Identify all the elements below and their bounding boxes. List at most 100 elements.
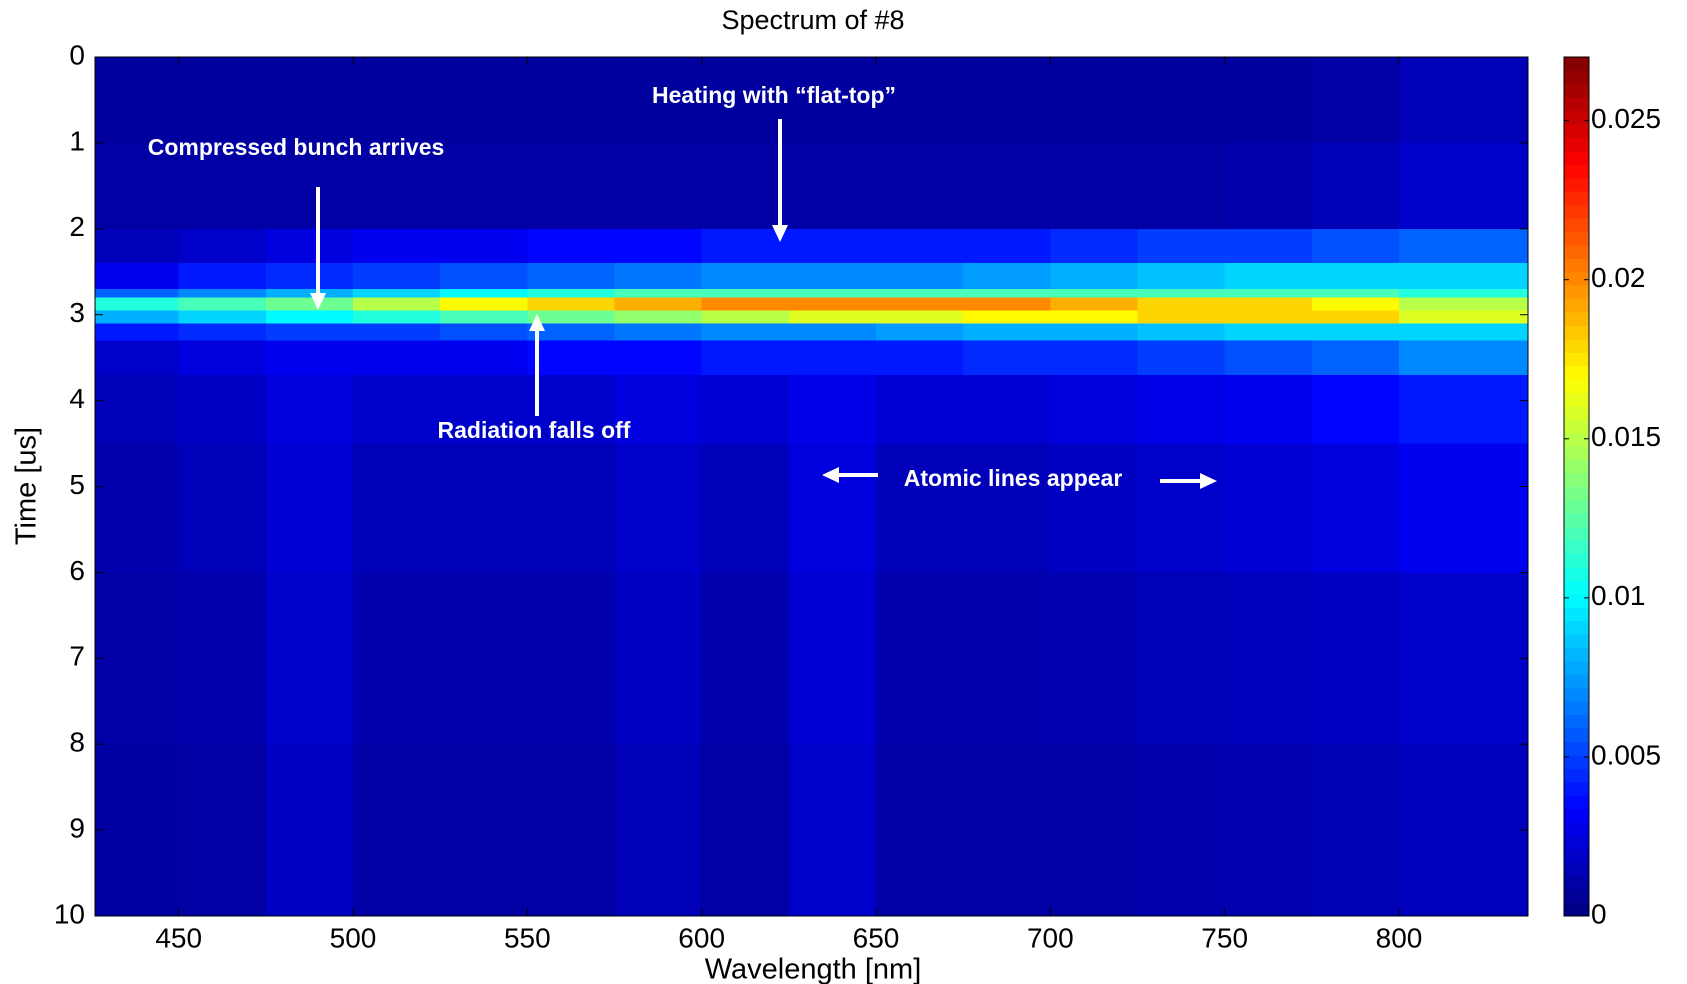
heatmap-cell	[527, 142, 616, 230]
y-tick-label: 0	[69, 39, 85, 70]
annotation: Compressed bunch arrives	[148, 134, 445, 160]
heatmap-cell	[701, 288, 790, 299]
heatmap-cell	[614, 443, 703, 573]
x-axis-label: Wavelength [nm]	[705, 954, 922, 984]
heatmap-cell	[876, 142, 964, 230]
heatmap-cell	[440, 263, 528, 290]
heatmap-cell	[440, 374, 528, 445]
heatmap-cell	[178, 443, 267, 573]
heatmap-cell	[1311, 288, 1400, 299]
heatmap-cell	[1224, 263, 1313, 290]
heatmap-cell	[614, 323, 703, 341]
colorbar-swatch	[1564, 486, 1589, 501]
colorbar-swatch	[1564, 714, 1589, 729]
heatmap-cell	[265, 142, 354, 230]
heatmap-cell	[527, 744, 616, 917]
colorbar-swatch	[1564, 70, 1589, 85]
heatmap-cell	[876, 288, 964, 299]
heatmap-cell	[440, 297, 528, 311]
heatmap-cell	[1224, 297, 1313, 311]
heatmap-cell	[1050, 297, 1138, 311]
heatmap-cell	[1398, 374, 1529, 445]
heatmap-cell	[1311, 443, 1400, 573]
y-tick-label: 10	[54, 898, 85, 929]
colorbar-swatch	[1564, 647, 1589, 662]
heatmap-cell	[178, 297, 267, 311]
colorbar-swatch	[1564, 271, 1589, 286]
colorbar-swatch	[1564, 110, 1589, 125]
heatmap-cell	[701, 142, 790, 230]
heatmap-cell	[701, 340, 790, 376]
heatmap-cell	[876, 744, 964, 917]
heatmap-cell	[1137, 323, 1226, 341]
heatmap-cell	[1137, 310, 1226, 324]
colorbar-swatch	[1564, 620, 1589, 635]
heatmap-cell	[1311, 572, 1400, 745]
colorbar-tick-label: 0.005	[1591, 739, 1661, 770]
colorbar-swatch	[1564, 218, 1589, 232]
y-tick-label: 6	[69, 555, 85, 586]
heatmap-cell	[1398, 572, 1529, 745]
heatmap-cell	[963, 374, 1051, 445]
heatmap-cell	[1398, 228, 1529, 264]
heatmap-cell	[1137, 57, 1226, 144]
colorbar-swatch	[1564, 822, 1589, 836]
heatmap-cell	[614, 142, 703, 230]
heatmap-cell	[1311, 374, 1400, 445]
heatmap-cell	[440, 228, 528, 264]
y-tick-label: 7	[69, 641, 85, 672]
heatmap-cell	[265, 443, 354, 573]
colorbar-swatch	[1564, 258, 1589, 273]
heatmap-cell	[963, 142, 1051, 230]
heatmap-cell	[788, 228, 877, 264]
colorbar-swatch	[1564, 526, 1589, 541]
heatmap-cell	[614, 340, 703, 376]
colorbar-swatch	[1564, 57, 1589, 71]
heatmap-cell	[440, 443, 528, 573]
heatmap-cell	[178, 323, 267, 341]
heatmap-cell	[1398, 744, 1529, 917]
heatmap-cell	[265, 340, 354, 376]
heatmap-cell	[440, 744, 528, 917]
colorbar-swatch	[1564, 875, 1589, 890]
heatmap-cell	[1050, 443, 1138, 573]
heatmap-cell	[788, 57, 877, 144]
heatmap-cell	[876, 57, 964, 144]
colorbar-swatch	[1564, 191, 1589, 206]
colorbar-swatch	[1564, 902, 1589, 917]
annotation: Atomic lines appear	[904, 465, 1123, 491]
x-tick-label: 800	[1376, 922, 1423, 953]
heatmap-cell	[1224, 57, 1313, 144]
heatmap-cell	[353, 323, 441, 341]
colorbar-swatch	[1564, 338, 1589, 353]
heatmap-cell	[265, 323, 354, 341]
arrow-head	[1200, 473, 1217, 489]
x-tick-label: 700	[1027, 922, 1074, 953]
colorbar-swatch	[1564, 741, 1589, 756]
colorbar-frame	[1563, 56, 1590, 917]
colorbar-swatch	[1564, 848, 1589, 863]
heatmap-cell	[527, 572, 616, 745]
heatmap-cell	[353, 142, 441, 230]
annotation: Heating with “flat-top”	[652, 82, 896, 108]
heatmap-cell	[1311, 228, 1400, 264]
colorbar-swatch	[1564, 231, 1589, 246]
heatmap-cell	[963, 297, 1051, 311]
heatmap-cell	[876, 340, 964, 376]
heatmap-cell	[178, 374, 267, 445]
heatmap-cell	[788, 374, 877, 445]
y-tick-label: 3	[69, 297, 85, 328]
heatmap-cell	[1224, 323, 1313, 341]
colorbar-swatch	[1564, 607, 1589, 622]
heatmap-cell	[265, 310, 354, 324]
heatmap-cell	[95, 374, 180, 445]
colorbar-swatch	[1564, 124, 1589, 139]
heatmap-cell	[353, 443, 441, 573]
colorbar-swatch	[1564, 446, 1589, 461]
heatmap-cell	[788, 288, 877, 299]
colorbar-swatch	[1564, 795, 1589, 810]
heatmap-cell	[876, 443, 964, 573]
heatmap-cell	[963, 310, 1051, 324]
colorbar-swatch	[1564, 150, 1589, 165]
heatmap-cell	[265, 297, 354, 311]
